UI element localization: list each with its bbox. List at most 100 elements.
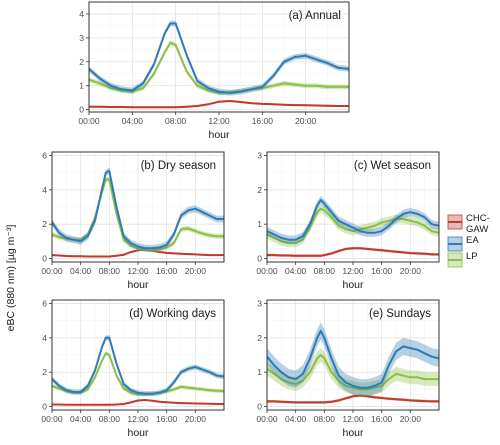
band-ea [267, 322, 439, 397]
x-tick-label: 20:00 [295, 116, 317, 126]
x-tick-label: 00:00 [78, 116, 100, 126]
x-tick-label: 12:00 [208, 116, 230, 126]
x-tick-label: 16:00 [156, 414, 178, 424]
panel-3: 00:00 04:00 08:00 12:00 16:00 20:00 0 2 4 6 (d) Wo… [41, 298, 225, 439]
x-tick-label: 04:00 [70, 266, 92, 276]
x-axis-title: hour [127, 279, 149, 291]
line-ea [52, 336, 224, 395]
series-group [52, 167, 224, 258]
x-tick-label: 00:00 [41, 414, 63, 424]
series-group [52, 335, 224, 406]
panel-frame [51, 151, 225, 263]
x-axis-title: hour [342, 427, 364, 439]
panel-1: 00:00 04:00 08:00 12:00 16:00 20:00 0 2 4 6 (b) Dr… [41, 150, 225, 291]
y-tick-label: 2 [79, 57, 84, 67]
y-tick-label: 4 [79, 9, 84, 19]
y-tick-label: 6 [42, 150, 47, 160]
y-tick-label: 2 [42, 219, 47, 229]
panel-frame [88, 1, 350, 113]
panel-frame [51, 299, 225, 411]
y-tick-label: 0 [42, 254, 47, 264]
panel-title: (d) Working days [129, 308, 216, 320]
line-chc-gaw [89, 100, 349, 109]
line-chc-gaw [52, 248, 224, 258]
legend-label: EA [466, 235, 479, 246]
legend-entry-chc-gaw: CHC-GAW [447, 213, 490, 235]
line-chc-gaw [52, 399, 224, 406]
panel-4: 00:00 04:00 08:00 12:00 16:00 20:00 0 1 2 3 (e) Su… [256, 298, 440, 439]
x-tick-label: 16:00 [156, 266, 178, 276]
band-lp [267, 204, 439, 248]
y-tick-label: 3 [257, 150, 262, 160]
x-tick-label: 12:00 [127, 266, 149, 276]
legend-entry-lp: LP [447, 251, 478, 268]
panel-frame [266, 151, 440, 263]
x-tick-label: 04:00 [70, 414, 92, 424]
y-tick-label: 0 [257, 402, 262, 412]
series-group [89, 20, 349, 109]
line-lp [267, 354, 439, 391]
panel-title: (a) Annual [289, 10, 341, 22]
line-chc-gaw [267, 394, 439, 404]
y-tick-label: 4 [42, 185, 47, 195]
x-tick-label: 20:00 [185, 414, 207, 424]
panel-title: (e) Sundays [369, 308, 431, 320]
legend-label: GAW [466, 224, 488, 235]
x-tick-label: 20:00 [185, 266, 207, 276]
y-tick-label: 1 [257, 367, 262, 377]
line-ea [52, 169, 224, 250]
legend-entry-ea: EA [447, 235, 479, 252]
x-tick-label: 08:00 [165, 116, 187, 126]
legend-label: CHC- [466, 213, 490, 224]
y-tick-label: 0 [79, 105, 84, 115]
x-tick-label: 16:00 [371, 266, 393, 276]
panel-title: (c) Wet season [354, 160, 431, 172]
line-lp [267, 207, 439, 245]
panels: 00:00 04:00 08:00 12:00 16:00 20:00 0 1 2 3 4 (a) A… [41, 1, 440, 439]
line-ea [267, 199, 439, 241]
x-tick-label: 04:00 [285, 266, 307, 276]
panel-0: 00:00 04:00 08:00 12:00 16:00 20:00 0 1 2 3 4 (a) A… [78, 1, 350, 141]
x-axis-title: hour [208, 129, 230, 141]
x-tick-label: 12:00 [127, 414, 149, 424]
x-tick-label: 00:00 [256, 414, 278, 424]
x-tick-label: 20:00 [400, 414, 422, 424]
band-ea [89, 20, 349, 96]
y-tick-label: 0 [42, 402, 47, 412]
line-ea [267, 329, 439, 389]
line-lp [89, 41, 349, 94]
y-tick-label: 4 [42, 333, 47, 343]
x-tick-label: 04:00 [285, 414, 307, 424]
y-tick-label: 2 [257, 333, 262, 343]
y-tick-label: 1 [257, 219, 262, 229]
x-tick-label: 20:00 [400, 266, 422, 276]
y-tick-label: 6 [42, 298, 47, 308]
line-lp [52, 178, 224, 251]
band-chc-gaw [267, 246, 439, 258]
y-tick-label: 1 [79, 81, 84, 91]
panel-title: (b) Dry season [141, 160, 216, 172]
legend-label: LP [466, 251, 478, 262]
y-tick-label: 3 [257, 298, 262, 308]
x-tick-label: 00:00 [41, 266, 63, 276]
x-tick-label: 00:00 [256, 266, 278, 276]
y-axis-title: eBC (880 nm) [µg m⁻³] [5, 225, 17, 332]
x-tick-label: 12:00 [342, 266, 364, 276]
line-ea [89, 22, 349, 94]
x-tick-label: 08:00 [99, 266, 121, 276]
x-axis-title: hour [127, 427, 149, 439]
x-tick-label: 08:00 [99, 414, 121, 424]
x-tick-label: 08:00 [314, 266, 336, 276]
line-chc-gaw [267, 247, 439, 257]
band-lp [52, 351, 224, 397]
y-tick-label: 2 [257, 185, 262, 195]
series-group [267, 196, 439, 258]
x-axis-title: hour [342, 279, 364, 291]
x-tick-label: 08:00 [314, 414, 336, 424]
x-tick-label: 04:00 [122, 116, 144, 126]
y-tick-label: 3 [79, 33, 84, 43]
panel-2: 00:00 04:00 08:00 12:00 16:00 20:00 0 1 2 3 (c) We… [256, 150, 440, 291]
band-lp [89, 40, 349, 96]
